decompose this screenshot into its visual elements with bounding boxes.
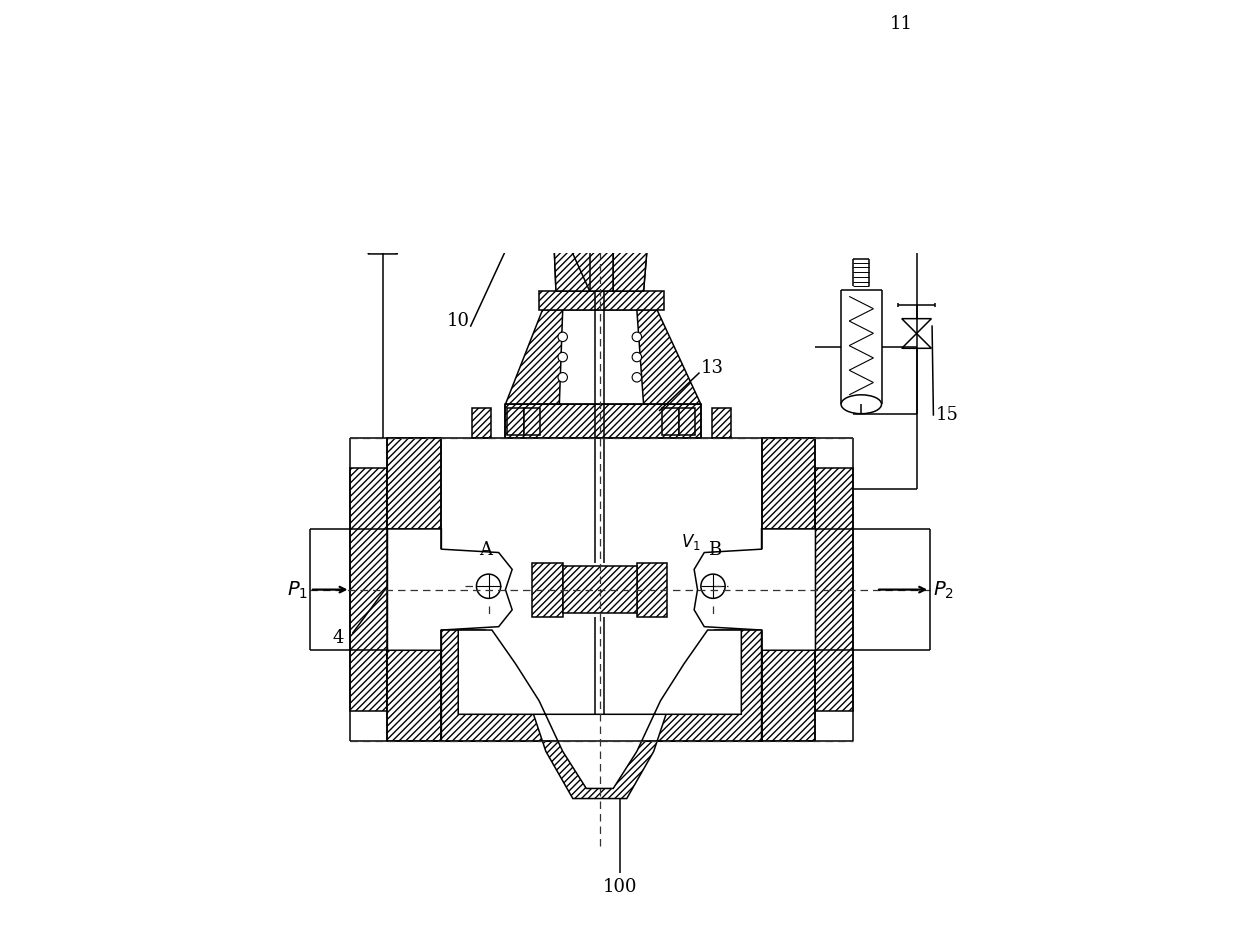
Circle shape bbox=[632, 333, 641, 342]
Bar bbox=[712, 408, 730, 439]
Circle shape bbox=[476, 574, 501, 599]
Circle shape bbox=[701, 574, 725, 599]
Bar bbox=[553, 195, 650, 210]
Circle shape bbox=[358, 136, 407, 185]
Polygon shape bbox=[368, 239, 398, 254]
Circle shape bbox=[558, 373, 568, 382]
Polygon shape bbox=[637, 563, 667, 617]
Bar bbox=[680, 409, 696, 436]
Circle shape bbox=[632, 353, 641, 363]
Polygon shape bbox=[553, 210, 650, 291]
Circle shape bbox=[558, 333, 568, 342]
Text: B: B bbox=[708, 541, 720, 559]
Bar bbox=[539, 291, 663, 311]
Polygon shape bbox=[901, 319, 931, 334]
Bar bbox=[507, 409, 523, 436]
Polygon shape bbox=[459, 630, 742, 789]
Circle shape bbox=[573, 76, 626, 130]
Polygon shape bbox=[387, 529, 512, 651]
Bar bbox=[590, 196, 614, 291]
Bar bbox=[761, 439, 816, 529]
Text: 100: 100 bbox=[603, 877, 637, 896]
Bar bbox=[351, 469, 387, 711]
Polygon shape bbox=[441, 630, 761, 799]
Bar bbox=[563, 566, 637, 613]
Polygon shape bbox=[901, 173, 931, 187]
Bar bbox=[816, 469, 853, 711]
Bar bbox=[472, 408, 491, 439]
Polygon shape bbox=[614, 210, 650, 291]
Bar bbox=[387, 439, 441, 529]
Text: $P_2$: $P_2$ bbox=[932, 579, 954, 600]
Polygon shape bbox=[901, 158, 931, 173]
Circle shape bbox=[558, 353, 568, 363]
Polygon shape bbox=[506, 311, 701, 405]
Polygon shape bbox=[901, 334, 931, 349]
Text: 4: 4 bbox=[332, 628, 343, 646]
Circle shape bbox=[632, 373, 641, 382]
Bar bbox=[761, 651, 816, 741]
Text: $V_1$: $V_1$ bbox=[681, 532, 701, 551]
Circle shape bbox=[558, 61, 641, 145]
Text: 11: 11 bbox=[890, 16, 913, 33]
Ellipse shape bbox=[841, 395, 882, 414]
Polygon shape bbox=[511, 217, 541, 235]
Text: 10: 10 bbox=[446, 312, 470, 329]
Polygon shape bbox=[368, 226, 398, 239]
Polygon shape bbox=[553, 210, 590, 291]
Text: $P_1$: $P_1$ bbox=[288, 579, 309, 600]
Bar bbox=[662, 409, 678, 436]
Polygon shape bbox=[532, 563, 563, 617]
Polygon shape bbox=[559, 311, 644, 405]
Bar bbox=[387, 651, 441, 741]
Text: 13: 13 bbox=[701, 359, 724, 377]
Bar bbox=[525, 409, 541, 436]
Text: 15: 15 bbox=[935, 406, 959, 424]
Bar bbox=[506, 405, 701, 439]
Circle shape bbox=[893, 58, 941, 106]
Polygon shape bbox=[694, 529, 816, 651]
Text: A: A bbox=[479, 541, 492, 559]
